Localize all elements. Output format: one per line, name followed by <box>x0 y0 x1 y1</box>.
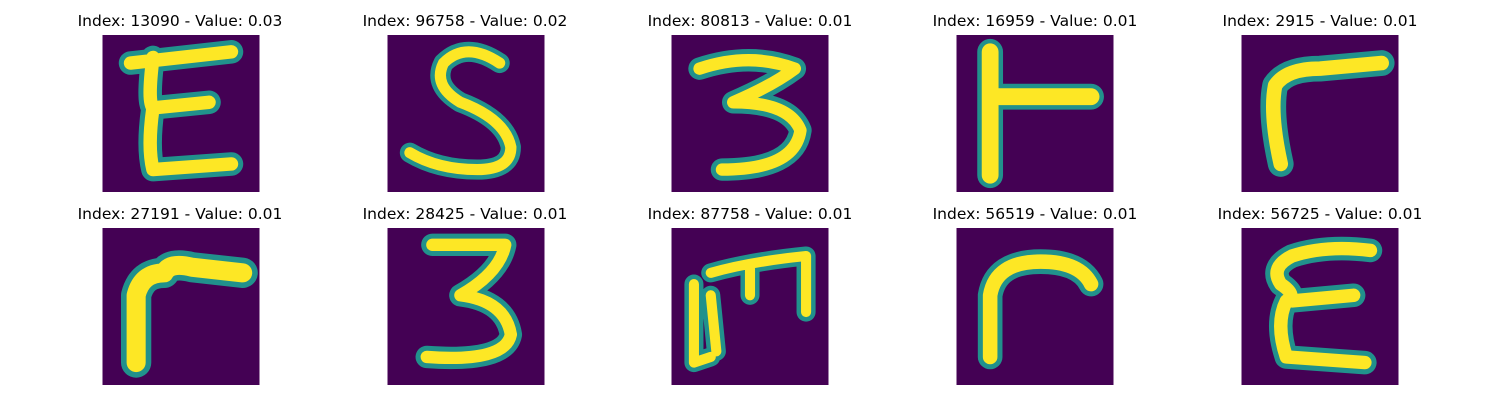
digit-image <box>671 228 829 385</box>
digit-image <box>956 228 1114 385</box>
panel-title: Index: 27191 - Value: 0.01 <box>77 205 283 223</box>
digit-image <box>956 35 1114 192</box>
glyph-strokes <box>688 49 812 181</box>
panel-title: Index: 56725 - Value: 0.01 <box>1217 205 1423 223</box>
digit-image <box>102 35 260 192</box>
panel-title: Index: 28425 - Value: 0.01 <box>362 205 568 223</box>
glyph-strokes <box>1265 236 1383 375</box>
digit-image <box>671 35 829 192</box>
panel-title: Index: 16959 - Value: 0.01 <box>932 12 1138 30</box>
panel-title: Index: 87758 - Value: 0.01 <box>647 205 853 223</box>
panel-title: Index: 80813 - Value: 0.01 <box>647 12 853 30</box>
glyph-strokes <box>415 233 523 370</box>
glyph-strokes <box>399 41 521 180</box>
digit-image <box>1241 228 1399 385</box>
digit-image <box>387 228 545 385</box>
glyph-strokes <box>1260 50 1395 177</box>
glyph-strokes <box>121 250 258 378</box>
panel-title: Index: 56519 - Value: 0.01 <box>932 205 1138 223</box>
glyph-strokes <box>684 246 816 373</box>
glyph-strokes <box>977 38 1104 189</box>
panel-title: Index: 2915 - Value: 0.01 <box>1222 12 1418 30</box>
digit-image <box>1241 35 1399 192</box>
panel-title: Index: 96758 - Value: 0.02 <box>362 12 568 30</box>
digit-image <box>102 228 260 385</box>
glyph-strokes <box>977 249 1104 370</box>
glyph-strokes <box>118 40 244 182</box>
digit-image <box>387 35 545 192</box>
panel-title: Index: 13090 - Value: 0.03 <box>77 12 283 30</box>
